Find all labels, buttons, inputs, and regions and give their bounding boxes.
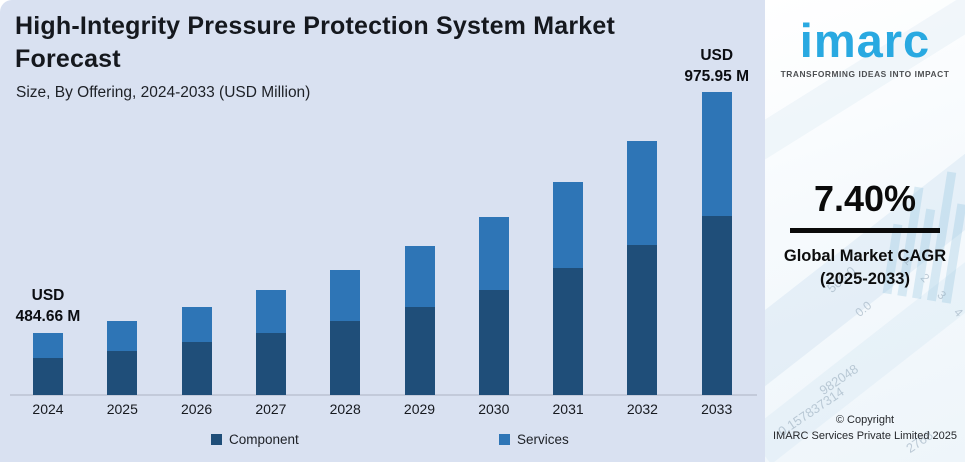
brand-panel: 500.0 0.0 1 2 3 4 982048 0.157837314 276… (765, 0, 965, 462)
bar-2032 (627, 141, 658, 395)
bar-2027-component-segment (255, 333, 286, 395)
bar-2025-component-segment (107, 351, 138, 395)
x-tick-2029: 2029 (403, 401, 436, 417)
x-tick-2032: 2032 (626, 401, 658, 417)
x-tick-2024: 2024 (32, 401, 64, 417)
legend: Component Services (0, 432, 765, 452)
bar-2026 (181, 307, 212, 395)
plot-area: 2024 2025 2026 2027 2028 2029 2030 2031 2032 2033 (10, 92, 757, 417)
x-tick-2028: 2028 (329, 401, 361, 417)
value-label-2024-amount: 484.66 M (15, 308, 81, 325)
x-tick-2027: 2027 (255, 401, 287, 417)
x-tick-2025: 2025 (106, 401, 138, 417)
value-label-2033-currency: USD (700, 47, 734, 64)
bar-2029 (404, 246, 435, 395)
imarc-logo: imarc TRANSFORMING IDEAS INTO IMPACT (765, 14, 965, 80)
bar-2024-services-segment (33, 333, 63, 358)
chart-subtitle: Size, By Offering, 2024-2033 (USD Millio… (16, 84, 311, 101)
chart-title-line2: Forecast (15, 45, 121, 73)
x-tick-2030: 2030 (478, 401, 510, 417)
copyright: © Copyright IMARC Services Private Limit… (765, 412, 965, 444)
cagr-label: Global Market CAGR (2025-2033) (765, 245, 965, 291)
x-tick-2026: 2026 (181, 401, 213, 417)
bar-2027 (255, 290, 286, 395)
bar-2029-services-segment (404, 246, 435, 307)
bar-2024-component-segment (33, 358, 63, 395)
bar-2025-services-segment (107, 321, 138, 351)
services-swatch-icon (499, 434, 510, 445)
copyright-line1: © Copyright (835, 414, 895, 426)
imarc-logo-tagline: TRANSFORMING IDEAS INTO IMPACT (780, 69, 950, 79)
bar-2027-services-segment (255, 290, 286, 333)
bar-2028 (330, 270, 361, 395)
value-label-2033: USD 975.95 M (647, 45, 787, 87)
bar-2031 (553, 182, 584, 395)
x-tick-2031: 2031 (552, 401, 584, 417)
cagr-block: 7.40% Global Market CAGR (2025-2033) (765, 178, 965, 291)
bar-2026-services-segment (181, 307, 212, 342)
bar-2028-component-segment (330, 321, 361, 395)
legend-item-services: Services (499, 432, 569, 447)
bar-2033 (701, 92, 732, 395)
x-tick-2033: 2033 (701, 401, 733, 417)
bar-2030-services-segment (478, 217, 509, 290)
bar-2033-services-segment (701, 92, 732, 216)
bar-2024 (33, 333, 63, 395)
cagr-value: 7.40% (813, 178, 917, 219)
chart-title-line1: High-Integrity Pressure Protection Syste… (15, 12, 616, 40)
bar-2031-component-segment (553, 268, 584, 395)
bar-2031-services-segment (553, 182, 584, 268)
chart-panel: High-Integrity Pressure Protection Syste… (0, 0, 765, 462)
bar-2029-component-segment (404, 307, 435, 395)
legend-item-component: Component (211, 432, 299, 447)
value-label-2024: USD 484.66 M (0, 285, 118, 327)
copyright-line2: IMARC Services Private Limited 2025 (772, 430, 957, 442)
component-swatch-icon (211, 434, 222, 445)
bar-2033-component-segment (701, 216, 732, 395)
cagr-label-line1: Global Market CAGR (783, 247, 947, 265)
value-label-2024-currency: USD (31, 287, 65, 304)
cagr-divider (790, 228, 940, 233)
chart-title: High-Integrity Pressure Protection Syste… (15, 10, 760, 76)
bar-2030-component-segment (478, 290, 509, 395)
legend-label-services: Services (517, 432, 569, 447)
bar-2032-services-segment (627, 141, 658, 245)
bar-2026-component-segment (181, 342, 212, 395)
bar-2028-services-segment (330, 270, 361, 321)
imarc-logo-text: imarc (799, 14, 931, 67)
bar-2032-component-segment (627, 245, 658, 395)
x-axis-line (10, 394, 757, 396)
bar-2025 (107, 321, 138, 395)
legend-label-component: Component (229, 432, 299, 447)
bar-2030 (478, 217, 509, 395)
cagr-label-line2: (2025-2033) (820, 270, 910, 288)
value-label-2033-amount: 975.95 M (684, 68, 749, 85)
